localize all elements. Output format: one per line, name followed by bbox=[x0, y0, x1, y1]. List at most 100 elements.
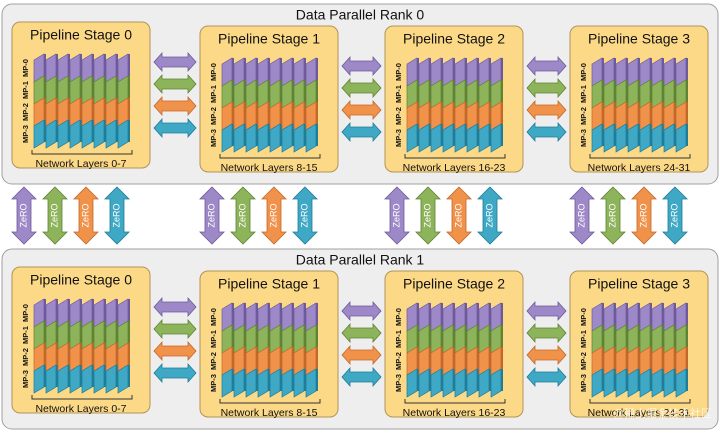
zero-arrow bbox=[292, 186, 318, 245]
pipeline-arrow bbox=[526, 344, 567, 366]
slab-side bbox=[244, 347, 246, 369]
slab-side bbox=[232, 58, 234, 80]
slab-side bbox=[116, 365, 118, 387]
pipeline-arrow bbox=[153, 95, 197, 117]
slab-side bbox=[614, 80, 616, 102]
mp-label: MP-3 bbox=[579, 374, 588, 392]
slab-side bbox=[674, 102, 676, 124]
mp-label: MP-0 bbox=[394, 63, 403, 81]
zero-label: ZeRO bbox=[484, 203, 494, 227]
pipeline-arrow bbox=[526, 77, 567, 99]
slab-side bbox=[68, 54, 70, 76]
layers-label: Network Layers 24-31 bbox=[588, 162, 691, 174]
zero-arrow bbox=[384, 186, 410, 245]
slab-side bbox=[614, 369, 616, 391]
pipeline-arrow bbox=[526, 55, 567, 77]
layers-bracket bbox=[589, 154, 691, 159]
slab-side bbox=[489, 369, 491, 391]
stage-title: Pipeline Stage 3 bbox=[588, 31, 690, 47]
slab-side bbox=[292, 124, 294, 146]
slab-side bbox=[80, 76, 82, 98]
slab-side bbox=[104, 365, 106, 387]
slab-side bbox=[44, 98, 46, 120]
mp-label: MP-1 bbox=[21, 81, 30, 99]
slab-side bbox=[417, 80, 419, 102]
slab-side bbox=[417, 102, 419, 124]
slab-side bbox=[316, 325, 318, 347]
slab-side bbox=[602, 80, 604, 102]
slab-side bbox=[638, 58, 640, 80]
slab-side bbox=[602, 347, 604, 369]
stage-title: Pipeline Stage 2 bbox=[403, 276, 505, 292]
zero-arrow bbox=[446, 186, 472, 245]
slab-side bbox=[614, 325, 616, 347]
slab-side bbox=[650, 80, 652, 102]
slab-side bbox=[638, 369, 640, 391]
slab-side bbox=[477, 347, 479, 369]
slab-side bbox=[256, 80, 258, 102]
slab-side bbox=[477, 102, 479, 124]
slab-side bbox=[316, 303, 318, 325]
slab-side bbox=[68, 98, 70, 120]
slab-side bbox=[232, 347, 234, 369]
slab-side bbox=[477, 80, 479, 102]
zero-label: ZeRO bbox=[391, 203, 401, 227]
pipeline-arrow bbox=[341, 55, 382, 77]
slab-side bbox=[244, 325, 246, 347]
slab-side bbox=[280, 369, 282, 391]
slab-side bbox=[441, 347, 443, 369]
slab-side bbox=[638, 102, 640, 124]
slab-side bbox=[650, 102, 652, 124]
slab-side bbox=[638, 325, 640, 347]
slab-side bbox=[453, 124, 455, 146]
slab-side bbox=[116, 321, 118, 343]
slab-side bbox=[68, 343, 70, 365]
slab-side bbox=[662, 124, 664, 146]
slab-side bbox=[256, 347, 258, 369]
slab-side bbox=[128, 365, 130, 387]
slab-side bbox=[104, 321, 106, 343]
layers-label: Network Layers 0-7 bbox=[35, 158, 126, 170]
slab-side bbox=[116, 76, 118, 98]
slab-side bbox=[80, 54, 82, 76]
zero-label: ZeRO bbox=[607, 203, 617, 227]
slab-side bbox=[429, 58, 431, 80]
slab-side bbox=[417, 124, 419, 146]
slab-side bbox=[614, 102, 616, 124]
slab-side bbox=[429, 303, 431, 325]
layers-label: Network Layers 8-15 bbox=[221, 162, 318, 174]
mp-label: MP-3 bbox=[209, 129, 218, 147]
slab-side bbox=[80, 98, 82, 120]
pipeline-arrow bbox=[153, 340, 197, 362]
slab-side bbox=[304, 347, 306, 369]
slab-side bbox=[304, 369, 306, 391]
slab-side bbox=[602, 303, 604, 325]
slab-side bbox=[614, 124, 616, 146]
pipeline-arrow bbox=[341, 121, 382, 143]
zero-label: ZeRO bbox=[80, 203, 90, 227]
slab-side bbox=[92, 120, 94, 142]
slab-side bbox=[280, 325, 282, 347]
slab-side bbox=[662, 369, 664, 391]
layers-bracket bbox=[404, 154, 506, 159]
slab-side bbox=[56, 98, 58, 120]
slab-side bbox=[80, 321, 82, 343]
slab-side bbox=[268, 325, 270, 347]
mp-label: MP-0 bbox=[21, 59, 30, 77]
slab-side bbox=[441, 124, 443, 146]
zero-label: ZeRO bbox=[299, 203, 309, 227]
slab-side bbox=[501, 369, 503, 391]
slab-side bbox=[477, 58, 479, 80]
slab-side bbox=[268, 80, 270, 102]
slab-side bbox=[650, 58, 652, 80]
slab-side bbox=[232, 124, 234, 146]
mp-label: MP-3 bbox=[21, 125, 30, 143]
slab-side bbox=[292, 80, 294, 102]
slab-side bbox=[501, 325, 503, 347]
zero-label: ZeRO bbox=[669, 203, 679, 227]
layers-label: Network Layers 16-23 bbox=[403, 407, 506, 419]
slab-side bbox=[477, 369, 479, 391]
mp-label: MP-1 bbox=[579, 85, 588, 103]
rank-title: Data Parallel Rank 0 bbox=[296, 7, 425, 23]
pipeline-arrow bbox=[153, 73, 197, 95]
